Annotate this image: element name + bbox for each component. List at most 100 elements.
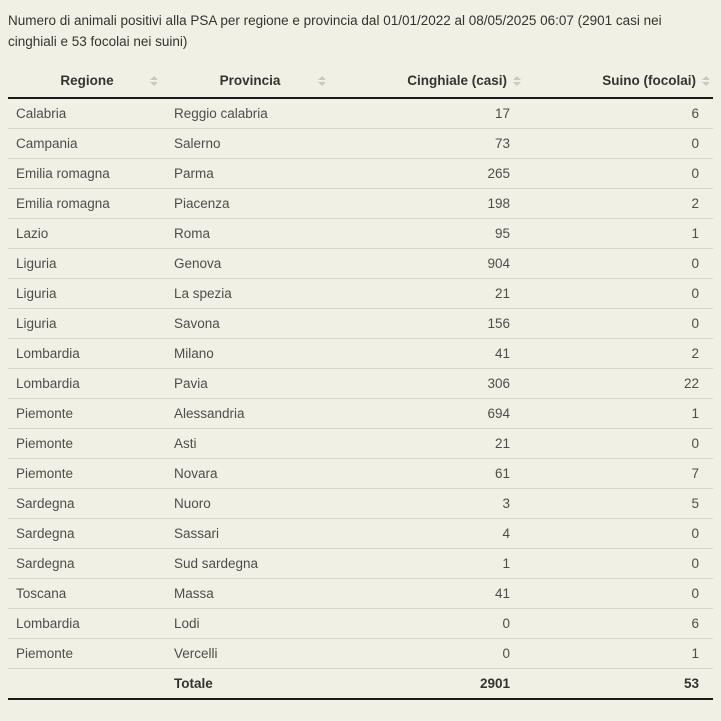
cell-cinghiale: 3 <box>334 488 524 519</box>
cell-suino: 0 <box>524 518 713 549</box>
cell-suino: 5 <box>524 488 713 519</box>
table-row: Piemonte Alessandria 694 1 <box>8 398 713 429</box>
cell-provincia: Roma <box>166 218 334 249</box>
cell-cinghiale: 198 <box>334 188 524 219</box>
cell-suino: 0 <box>524 248 713 279</box>
cell-provincia: Genova <box>166 248 334 279</box>
cell-suino: 0 <box>524 578 713 609</box>
cell-regione: Sardegna <box>8 518 166 549</box>
table-row: Calabria Reggio calabria 17 6 <box>8 98 713 129</box>
cell-provincia: Pavia <box>166 368 334 399</box>
page-title: Numero di animali positivi alla PSA per … <box>8 13 662 49</box>
cell-suino: 2 <box>524 188 713 219</box>
cell-cinghiale: 0 <box>334 608 524 639</box>
cell-regione: Lombardia <box>8 368 166 399</box>
cell-provincia: Savona <box>166 308 334 339</box>
column-header-cinghiale[interactable]: Cinghiale (casi) <box>334 64 524 99</box>
table-row: Lombardia Lodi 0 6 <box>8 608 713 639</box>
cell-suino: 0 <box>524 428 713 459</box>
table-row: Emilia romagna Piacenza 198 2 <box>8 188 713 219</box>
cell-regione: Sardegna <box>8 488 166 519</box>
cell-cinghiale: 904 <box>334 248 524 279</box>
cell-provincia: Sassari <box>166 518 334 549</box>
cell-suino: 1 <box>524 398 713 429</box>
table-row: Sardegna Nuoro 3 5 <box>8 488 713 519</box>
table-header: Regione Provincia Cinghiale (casi) Suino… <box>8 64 713 99</box>
cell-regione: Emilia romagna <box>8 188 166 219</box>
cell-cinghiale: 17 <box>334 98 524 129</box>
table-row: Lombardia Pavia 306 22 <box>8 368 713 399</box>
cell-regione: Piemonte <box>8 638 166 669</box>
table-row: Campania Salerno 73 0 <box>8 128 713 159</box>
cell-regione: Toscana <box>8 578 166 609</box>
total-row: Totale 2901 53 <box>8 668 713 700</box>
cell-regione: Lombardia <box>8 608 166 639</box>
cell-regione: Liguria <box>8 248 166 279</box>
cell-regione: Liguria <box>8 278 166 309</box>
column-header-label: Regione <box>60 73 114 88</box>
cell-provincia: Alessandria <box>166 398 334 429</box>
table-body: Calabria Reggio calabria 17 6 Campania Salern… <box>8 98 713 669</box>
table-footer: Totale 2901 53 <box>8 668 713 700</box>
cell-regione: Liguria <box>8 308 166 339</box>
table-row: Piemonte Novara 61 7 <box>8 458 713 489</box>
table-row: Liguria Genova 904 0 <box>8 248 713 279</box>
cell-provincia: Reggio calabria <box>166 98 334 129</box>
cell-cinghiale: 95 <box>334 218 524 249</box>
cell-cinghiale: 0 <box>334 638 524 669</box>
cell-suino: 0 <box>524 548 713 579</box>
cell-regione: Campania <box>8 128 166 159</box>
cell-regione: Lazio <box>8 218 166 249</box>
column-header-label: Cinghiale (casi) <box>407 73 507 88</box>
cell-regione: Calabria <box>8 98 166 129</box>
cell-provincia: Salerno <box>166 128 334 159</box>
table-row: Liguria La spezia 21 0 <box>8 278 713 309</box>
cell-cinghiale: 694 <box>334 398 524 429</box>
cell-regione: Emilia romagna <box>8 158 166 189</box>
cell-suino: 0 <box>524 308 713 339</box>
table-row: Liguria Savona 156 0 <box>8 308 713 339</box>
table-row: Sardegna Sud sardegna 1 0 <box>8 548 713 579</box>
cell-suino: 7 <box>524 458 713 489</box>
table-row: Sardegna Sassari 4 0 <box>8 518 713 549</box>
cell-provincia: Vercelli <box>166 638 334 669</box>
cell-suino: 0 <box>524 158 713 189</box>
cell-suino: 1 <box>524 638 713 669</box>
table-row: Piemonte Vercelli 0 1 <box>8 638 713 669</box>
column-header-suino[interactable]: Suino (focolai) <box>524 64 713 99</box>
cell-provincia: Massa <box>166 578 334 609</box>
psa-cases-table: Regione Provincia Cinghiale (casi) Suino… <box>8 64 713 700</box>
table-row: Emilia romagna Parma 265 0 <box>8 158 713 189</box>
cell-cinghiale: 1 <box>334 548 524 579</box>
cell-suino: 6 <box>524 98 713 129</box>
cell-regione: Piemonte <box>8 398 166 429</box>
cell-suino: 0 <box>524 128 713 159</box>
cell-cinghiale: 61 <box>334 458 524 489</box>
column-header-regione[interactable]: Regione <box>8 64 166 99</box>
cell-regione: Sardegna <box>8 548 166 579</box>
cell-cinghiale: 4 <box>334 518 524 549</box>
cell-regione: Piemonte <box>8 428 166 459</box>
sort-both-icon <box>702 75 710 86</box>
cell-total-label: Totale <box>166 668 334 700</box>
cell-provincia: Asti <box>166 428 334 459</box>
cell-provincia: Sud sardegna <box>166 548 334 579</box>
table-row: Lombardia Milano 41 2 <box>8 338 713 369</box>
cell-suino: 1 <box>524 218 713 249</box>
cell-cinghiale: 306 <box>334 368 524 399</box>
cell-cinghiale: 21 <box>334 428 524 459</box>
column-header-label: Suino (focolai) <box>602 73 696 88</box>
cell-regione: Lombardia <box>8 338 166 369</box>
cell-suino: 22 <box>524 368 713 399</box>
column-header-provincia[interactable]: Provincia <box>166 64 334 99</box>
sort-both-icon <box>513 75 521 86</box>
cell-suino: 0 <box>524 278 713 309</box>
cell-cinghiale: 156 <box>334 308 524 339</box>
cell-cinghiale: 21 <box>334 278 524 309</box>
sort-both-icon <box>318 75 326 86</box>
table-row: Lazio Roma 95 1 <box>8 218 713 249</box>
cell-cinghiale: 41 <box>334 338 524 369</box>
cell-provincia: Piacenza <box>166 188 334 219</box>
cell-provincia: Nuoro <box>166 488 334 519</box>
